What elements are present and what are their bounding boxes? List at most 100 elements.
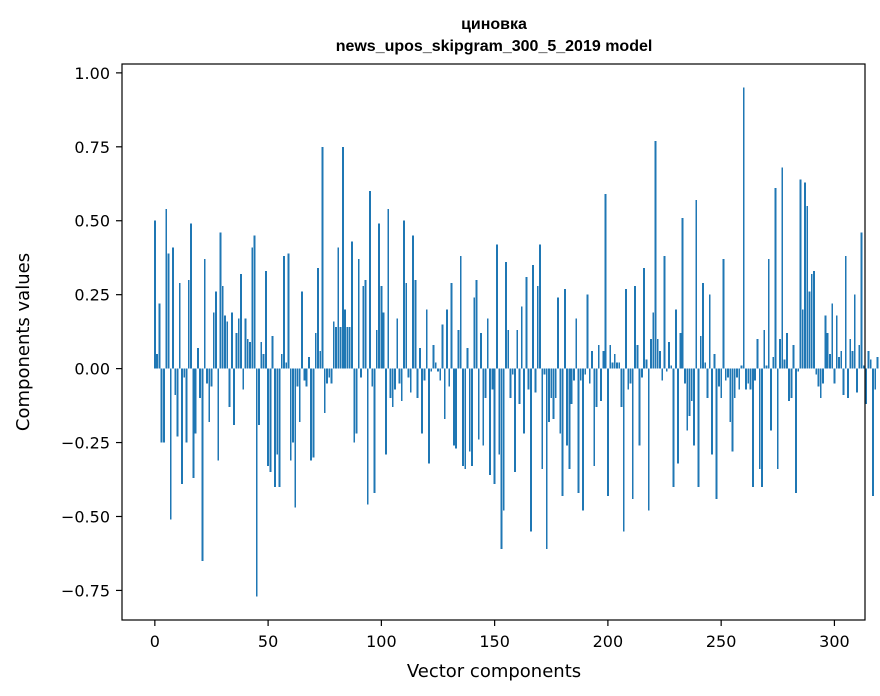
y-axis-label: Components values bbox=[13, 253, 34, 431]
bar-289 bbox=[808, 291, 811, 369]
bar-25 bbox=[210, 368, 213, 387]
bar-271 bbox=[767, 259, 770, 369]
bar-82 bbox=[339, 327, 342, 369]
bar-243 bbox=[704, 362, 707, 369]
bar-248 bbox=[715, 368, 718, 499]
bar-310 bbox=[856, 368, 858, 393]
bar-224 bbox=[661, 368, 664, 381]
y-tick-label: 0.75 bbox=[74, 138, 110, 157]
bar-295 bbox=[822, 368, 824, 384]
bar-93 bbox=[364, 279, 367, 369]
bar-257 bbox=[736, 368, 738, 378]
bar-134 bbox=[457, 330, 460, 369]
bar-169 bbox=[536, 285, 539, 369]
bar-76 bbox=[326, 368, 328, 384]
x-axis-ticks: 0 50 100 150 200 250 300 bbox=[150, 620, 850, 651]
bar-series bbox=[153, 87, 879, 597]
bar-197 bbox=[600, 368, 602, 402]
bar-154 bbox=[502, 368, 505, 511]
bar-238 bbox=[693, 368, 695, 446]
bar-309 bbox=[853, 294, 856, 369]
bar-306 bbox=[847, 368, 849, 399]
bar-177 bbox=[554, 368, 557, 399]
bar-244 bbox=[706, 368, 709, 399]
bar-291 bbox=[813, 271, 815, 369]
bar-203 bbox=[613, 353, 616, 369]
bar-103 bbox=[387, 208, 390, 369]
bar-135 bbox=[459, 256, 462, 369]
bar-133 bbox=[455, 368, 458, 449]
bar-15 bbox=[187, 279, 190, 369]
y-tick-label: −0.75 bbox=[61, 581, 110, 600]
bar-54 bbox=[276, 368, 279, 455]
y-tick-label: 0.00 bbox=[74, 360, 110, 379]
bar-132 bbox=[452, 368, 455, 446]
bar-14 bbox=[185, 368, 188, 443]
bar-84 bbox=[344, 309, 347, 369]
bar-52 bbox=[271, 336, 274, 369]
bar-186 bbox=[575, 318, 578, 369]
bar-45 bbox=[255, 368, 258, 597]
bar-269 bbox=[763, 330, 766, 369]
bar-167 bbox=[532, 265, 535, 369]
bar-214 bbox=[638, 368, 641, 446]
bar-40 bbox=[244, 318, 247, 369]
bar-65 bbox=[301, 291, 303, 369]
bar-18 bbox=[194, 368, 197, 434]
bar-265 bbox=[754, 368, 757, 381]
bar-250 bbox=[720, 368, 723, 399]
bar-164 bbox=[525, 276, 528, 369]
bar-176 bbox=[552, 368, 555, 419]
bar-91 bbox=[360, 368, 362, 378]
bar-144 bbox=[480, 333, 482, 369]
bar-191 bbox=[586, 294, 589, 369]
bar-69 bbox=[310, 368, 313, 461]
bar-151 bbox=[495, 244, 498, 369]
bar-319 bbox=[876, 356, 879, 369]
bar-34 bbox=[230, 312, 233, 369]
bar-26 bbox=[212, 312, 215, 369]
bar-233 bbox=[681, 217, 684, 369]
bar-200 bbox=[606, 368, 609, 496]
bar-41 bbox=[246, 339, 249, 369]
bar-237 bbox=[690, 368, 693, 402]
bar-307 bbox=[849, 339, 852, 369]
bar-292 bbox=[815, 368, 818, 375]
y-axis-ticks: −0.75 −0.50 −0.25 0.00 0.25 0.50 0.75 1.00 bbox=[61, 64, 122, 600]
y-tick-label: 0.25 bbox=[74, 286, 110, 305]
bar-202 bbox=[611, 362, 614, 369]
bar-212 bbox=[634, 285, 636, 369]
plot-frame bbox=[121, 63, 866, 621]
bar-239 bbox=[695, 200, 698, 369]
bar-299 bbox=[831, 303, 834, 369]
bar-61 bbox=[292, 368, 294, 443]
bar-272 bbox=[770, 368, 772, 431]
bar-187 bbox=[577, 368, 580, 493]
bar-3 bbox=[160, 368, 163, 443]
bar-146 bbox=[484, 368, 487, 399]
bar-221 bbox=[654, 140, 657, 369]
bar-171 bbox=[541, 368, 544, 470]
bar-95 bbox=[369, 191, 371, 369]
x-tick-label: 100 bbox=[366, 632, 397, 651]
chart-title-line1: циновка bbox=[461, 16, 527, 33]
bar-68 bbox=[307, 356, 310, 369]
bar-245 bbox=[708, 294, 711, 369]
bar-122 bbox=[430, 368, 433, 372]
bar-118 bbox=[421, 368, 424, 434]
bar-56 bbox=[280, 353, 283, 369]
bar-190 bbox=[584, 368, 587, 375]
bar-216 bbox=[643, 268, 646, 369]
bar-315 bbox=[867, 350, 870, 369]
bar-296 bbox=[824, 315, 827, 369]
x-tick-label: 300 bbox=[819, 632, 850, 651]
bar-281 bbox=[790, 368, 793, 399]
bar-276 bbox=[779, 339, 781, 369]
bar-113 bbox=[409, 368, 412, 393]
bar-262 bbox=[747, 368, 750, 384]
bar-111 bbox=[405, 282, 408, 369]
bar-96 bbox=[371, 368, 374, 387]
bar-114 bbox=[412, 235, 414, 369]
bar-20 bbox=[199, 368, 202, 399]
bar-174 bbox=[548, 368, 550, 422]
